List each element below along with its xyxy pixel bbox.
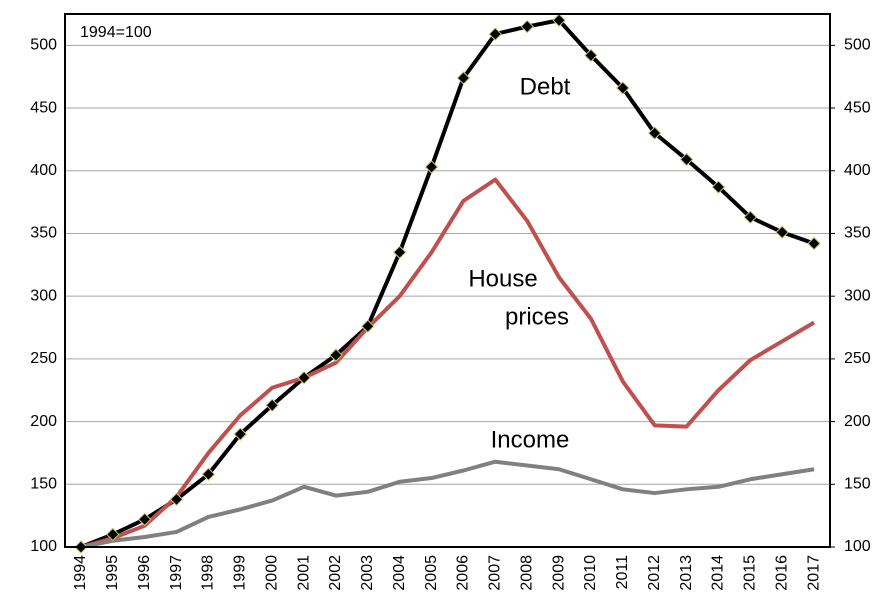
annotation: Debt (520, 73, 571, 100)
marker (424, 160, 439, 174)
marker (775, 225, 789, 239)
marker (616, 81, 630, 95)
series-line (80, 459, 815, 549)
y2-tick-label: 250 (844, 350, 871, 367)
x-tick-label: 1995 (104, 555, 121, 591)
y2-tick-label: 300 (844, 287, 871, 304)
marker (329, 348, 343, 362)
y-tick-label: 250 (30, 350, 57, 367)
y2-tick-label: 100 (844, 538, 871, 555)
x-tick-label: 2007 (487, 555, 504, 591)
y2-tick-label: 200 (844, 413, 871, 430)
marker (679, 152, 694, 167)
x-tick-label: 2012 (646, 555, 663, 591)
x-tick-label: 1994 (72, 555, 89, 591)
x-tick-label: 2013 (678, 555, 695, 591)
marker (552, 13, 566, 27)
x-tick-label: 2003 (359, 555, 376, 591)
x-tick-label: 1997 (168, 555, 185, 591)
x-tick-label: 1999 (232, 555, 249, 591)
x-tick-label: 2017 (805, 555, 822, 591)
x-tick-label: 1998 (200, 555, 217, 591)
y2-tick-label: 400 (844, 162, 871, 179)
x-tick-label: 2011 (614, 555, 631, 590)
marker (106, 527, 120, 542)
y-tick-label: 350 (30, 225, 57, 242)
x-tick-label: 2004 (391, 555, 408, 591)
annotation: House (468, 265, 537, 292)
x-tick-label: 1996 (136, 555, 153, 591)
marker (201, 467, 216, 481)
plot-frame (64, 13, 831, 548)
y-tick-label: 500 (30, 37, 57, 54)
annotation: Income (491, 426, 570, 453)
x-tick-label: 2016 (773, 555, 790, 591)
marker (647, 126, 662, 140)
x-tick-label: 2008 (518, 555, 535, 591)
x-tick-label: 2000 (263, 555, 280, 591)
x-tick-label: 2009 (550, 555, 567, 591)
marker (488, 27, 503, 41)
x-tick-label: 2002 (327, 555, 344, 591)
y-tick-label: 100 (30, 538, 57, 555)
marker (297, 370, 311, 385)
marker (233, 427, 248, 441)
y-tick-label: 300 (30, 287, 57, 304)
marker (392, 245, 407, 259)
x-tick-label: 2010 (582, 555, 599, 591)
y-tick-label: 150 (30, 476, 57, 493)
marker (743, 210, 758, 224)
marker (584, 48, 598, 63)
x-tick-label: 2014 (710, 555, 727, 591)
annotation: 1994=100 (80, 24, 152, 41)
series-line (80, 18, 815, 549)
y-tick-label: 200 (30, 413, 57, 430)
marker (169, 492, 184, 507)
marker (361, 319, 375, 333)
marker (137, 512, 152, 527)
y2-tick-label: 450 (844, 99, 871, 116)
y-tick-label: 450 (30, 99, 57, 116)
x-tick-label: 2001 (295, 555, 312, 591)
marker (520, 19, 534, 34)
y2-tick-label: 150 (844, 476, 871, 493)
y2-tick-label: 350 (844, 225, 871, 242)
marker (807, 236, 821, 251)
x-tick-label: 2006 (455, 555, 472, 591)
y2-tick-label: 500 (844, 37, 871, 54)
y-tick-label: 400 (30, 162, 57, 179)
marker (456, 71, 471, 85)
series-line (80, 177, 816, 549)
x-tick-label: 2005 (423, 555, 440, 591)
annotation: prices (505, 303, 569, 330)
x-tick-label: 2015 (742, 555, 759, 591)
marker (265, 398, 279, 412)
marker (711, 180, 726, 194)
